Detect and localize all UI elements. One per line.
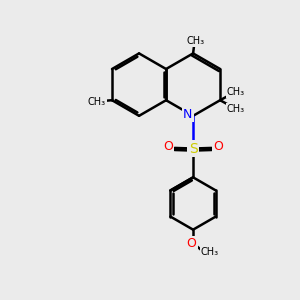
- Text: N: N: [183, 108, 192, 121]
- Text: O: O: [187, 237, 196, 250]
- Text: CH₃: CH₃: [201, 247, 219, 257]
- Text: S: S: [189, 142, 197, 155]
- Text: O: O: [213, 140, 223, 153]
- Text: CH₃: CH₃: [88, 97, 106, 107]
- Text: CH₃: CH₃: [226, 87, 244, 97]
- Text: O: O: [163, 140, 173, 153]
- Text: CH₃: CH₃: [226, 103, 244, 113]
- Text: CH₃: CH₃: [186, 36, 205, 46]
